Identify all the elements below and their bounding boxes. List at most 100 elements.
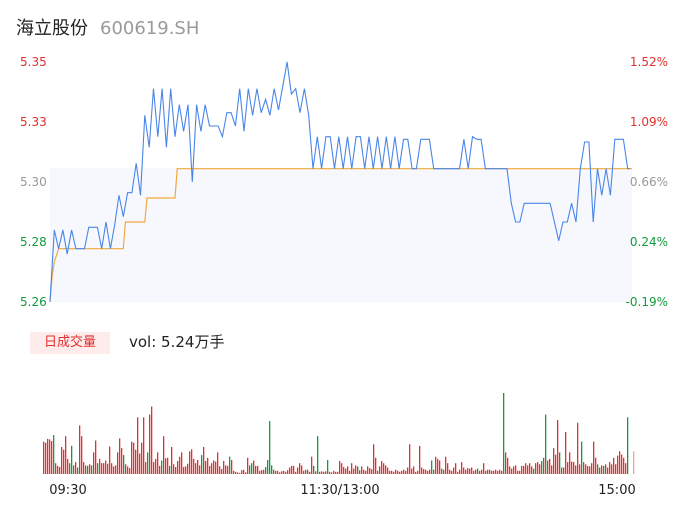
volume-bar bbox=[177, 461, 179, 474]
volume-bar bbox=[453, 467, 455, 474]
volume-bar bbox=[139, 453, 141, 474]
volume-bar bbox=[303, 470, 305, 474]
volume-bar bbox=[387, 467, 389, 474]
price-tick-label: 5.33 bbox=[20, 115, 47, 129]
volume-bar bbox=[431, 460, 433, 474]
volume-bar bbox=[63, 449, 65, 474]
volume-bar bbox=[351, 463, 353, 474]
volume-bar bbox=[555, 454, 557, 474]
volume-bar bbox=[71, 445, 73, 474]
volume-bar bbox=[371, 469, 373, 474]
volume-bar bbox=[561, 467, 563, 474]
volume-bar bbox=[429, 469, 431, 474]
volume-bar bbox=[127, 466, 129, 474]
volume-bar bbox=[275, 470, 277, 474]
volume-bar bbox=[187, 463, 189, 474]
volume-bar bbox=[99, 458, 101, 474]
volume-bar bbox=[261, 470, 263, 474]
volume-bar bbox=[277, 470, 279, 474]
volume-bar bbox=[469, 468, 471, 474]
volume-bar bbox=[457, 471, 459, 474]
volume-bar bbox=[193, 458, 195, 474]
volume-bar bbox=[515, 465, 517, 474]
price-lines bbox=[49, 61, 632, 303]
volume-bar bbox=[565, 431, 567, 474]
volume-bar bbox=[385, 465, 387, 474]
volume-bar bbox=[97, 463, 99, 474]
volume-bar bbox=[297, 467, 299, 474]
volume-bar bbox=[337, 471, 339, 474]
volume-bar bbox=[253, 460, 255, 474]
volume-bar bbox=[119, 438, 121, 474]
volume-bar bbox=[367, 466, 369, 474]
volume-bar bbox=[263, 469, 265, 474]
volume-bars bbox=[43, 393, 635, 474]
volume-bar bbox=[537, 462, 539, 474]
volume-bar bbox=[589, 466, 591, 474]
volume-bar bbox=[249, 465, 251, 474]
volume-bar bbox=[95, 440, 97, 474]
volume-bar bbox=[609, 462, 611, 474]
volume-bar bbox=[399, 471, 401, 474]
volume-bar bbox=[163, 436, 165, 474]
volume-bar bbox=[59, 467, 61, 474]
volume-bar bbox=[369, 468, 371, 474]
volume-bar bbox=[539, 464, 541, 474]
volume-bar bbox=[319, 471, 321, 474]
volume-bar bbox=[293, 465, 295, 474]
volume-bar bbox=[89, 464, 91, 474]
volume-bar bbox=[257, 465, 259, 474]
volume-bar bbox=[467, 468, 469, 474]
volume-bar bbox=[411, 468, 413, 474]
volume-bar bbox=[137, 417, 139, 474]
volume-bar bbox=[509, 466, 511, 474]
volume-bar bbox=[623, 457, 625, 474]
volume-bar bbox=[397, 470, 399, 474]
volume-bar bbox=[415, 471, 417, 474]
volume-bar bbox=[383, 463, 385, 474]
volume-bar bbox=[129, 468, 131, 474]
volume-bar bbox=[79, 425, 81, 474]
volume-bar bbox=[211, 463, 213, 474]
volume-bar bbox=[171, 447, 173, 474]
volume-bar bbox=[597, 464, 599, 474]
volume-bar bbox=[531, 466, 533, 474]
volume-bar bbox=[465, 469, 467, 474]
volume-bar bbox=[125, 464, 127, 474]
volume-bar bbox=[287, 470, 289, 474]
volume-bar bbox=[521, 465, 523, 474]
volume-bar bbox=[169, 465, 171, 474]
volume-bar bbox=[571, 461, 573, 474]
volume-bar bbox=[47, 438, 49, 474]
volume-bar bbox=[217, 452, 219, 474]
volume-bar bbox=[503, 393, 505, 474]
volume-bar bbox=[173, 464, 175, 474]
volume-bar bbox=[305, 469, 307, 474]
volume-bar bbox=[121, 448, 123, 474]
volume-bar bbox=[595, 457, 597, 474]
volume-bar bbox=[73, 465, 75, 474]
volume-bar bbox=[311, 456, 313, 474]
volume-bar bbox=[407, 467, 409, 474]
volume-bar bbox=[251, 463, 253, 474]
volume-bar bbox=[209, 465, 211, 474]
volume-bar bbox=[339, 461, 341, 474]
volume-bar bbox=[235, 471, 237, 474]
volume-bar bbox=[547, 460, 549, 474]
volume-bar bbox=[525, 463, 527, 474]
volume-bar bbox=[487, 469, 489, 474]
price-plot-background bbox=[50, 168, 632, 302]
volume-bar bbox=[473, 470, 475, 474]
volume-bar bbox=[363, 469, 365, 474]
percent-tick-label: 1.52% bbox=[630, 55, 668, 69]
volume-bar bbox=[425, 469, 427, 474]
volume-bar bbox=[239, 472, 241, 474]
volume-bar bbox=[175, 467, 177, 474]
volume-bar bbox=[215, 461, 217, 474]
volume-bar bbox=[471, 467, 473, 474]
volume-bar bbox=[569, 452, 571, 474]
volume-bar bbox=[413, 466, 415, 474]
volume-bar bbox=[575, 465, 577, 474]
daily-volume-tag[interactable]: 日成交量 bbox=[30, 332, 110, 354]
